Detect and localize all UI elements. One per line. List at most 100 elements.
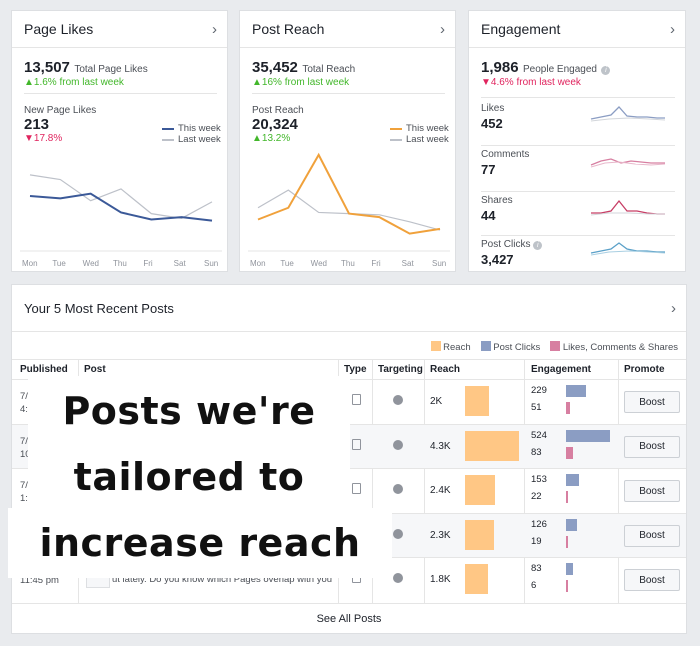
post-clicks-value: 229	[531, 385, 547, 396]
legend-swatch-this-week	[162, 127, 174, 130]
post-reach-header[interactable]: Post Reach ›	[240, 11, 455, 48]
page-likes-title: Page Likes	[24, 21, 94, 37]
legend-last-week: Last week	[406, 134, 449, 145]
reach-trend: ▲16% from last week	[252, 77, 350, 88]
post-reach-sub-trend: ▲13.2%	[252, 133, 291, 144]
post-clicks-label: Post Clicks	[481, 239, 531, 250]
day-label: Fri	[371, 259, 381, 268]
post-clicks-bar	[566, 563, 574, 576]
day-label: Thu	[341, 259, 355, 268]
page-likes-card: Page Likes › 13,507 Total Page Likes ▲1.…	[11, 10, 228, 272]
lcs-bar	[566, 580, 568, 593]
day-label: Sat	[401, 259, 414, 268]
boost-button[interactable]: Boost	[624, 480, 680, 503]
info-icon[interactable]: i	[533, 241, 543, 250]
post-reach-chart	[248, 152, 450, 252]
legend-swatch-last-week	[390, 138, 402, 141]
lcs-bar	[566, 535, 568, 548]
shares-value: 44	[481, 208, 496, 223]
boost-button[interactable]: Boost	[624, 435, 680, 458]
reach-value: 2K	[430, 396, 443, 407]
legend-this-week: This week	[406, 123, 449, 134]
reach-value: 4.3K	[430, 440, 451, 452]
reach-value: 2.4K	[430, 485, 451, 497]
shares-sparkline	[590, 199, 665, 216]
series-line-last-week	[29, 174, 213, 219]
chevron-right-icon[interactable]: ›	[212, 20, 217, 38]
reach-value: 2.3K	[430, 529, 451, 541]
overlay-line-1: Posts we're	[28, 376, 350, 446]
day-label: Wed	[310, 259, 327, 268]
engagement-card: Engagement › 1,986 People Engaged i ▼4.6…	[468, 10, 686, 272]
legend-swatch-this-week	[390, 127, 402, 130]
engagement-comments-row: Comments 77	[481, 149, 529, 177]
comments-label: Comments	[481, 149, 530, 160]
legend-last-week: Last week	[178, 134, 221, 145]
globe-icon	[393, 573, 403, 584]
reach-bar	[465, 430, 519, 461]
total-page-likes-value: 13,507	[24, 59, 70, 76]
engagement-shares-row: Shares 44	[481, 195, 513, 223]
column-divider	[618, 359, 619, 603]
page-likes-header[interactable]: Page Likes ›	[12, 11, 227, 48]
page-likes-chart	[20, 174, 222, 252]
see-all-posts-link[interactable]: See All Posts	[12, 603, 686, 634]
post-clicks-value: 524	[531, 429, 547, 441]
post-reach-card: Post Reach › 35,452 Total Reach ▲16% fro…	[239, 10, 456, 272]
info-icon[interactable]: i	[601, 66, 611, 75]
chevron-right-icon[interactable]: ›	[671, 299, 676, 317]
type-icon	[352, 483, 361, 495]
boost-button[interactable]: Boost	[624, 524, 680, 547]
total-reach-value: 35,452	[252, 59, 298, 76]
series-line-last-week	[257, 189, 441, 231]
column-header-targeting[interactable]: Targeting	[378, 364, 423, 375]
lcs-value: 22	[531, 491, 542, 503]
day-label: Tue	[52, 259, 66, 268]
lcs-bar	[566, 491, 569, 504]
reach-bar	[465, 475, 495, 506]
post-reach-sub-value: 20,324	[252, 116, 298, 133]
legend-lcs: Likes, Comments & Shares	[562, 342, 678, 353]
column-header-reach[interactable]: Reach	[430, 364, 461, 375]
page-likes-legend: This week Last week	[162, 123, 221, 145]
column-divider	[524, 359, 525, 603]
post-clicks-value: 126	[531, 518, 547, 530]
table-row[interactable]: 7/4: 2K 229 51 Boost	[12, 379, 686, 424]
lcs-value: 51	[531, 402, 542, 413]
boost-button[interactable]: Boost	[624, 569, 680, 592]
engagement-header[interactable]: Engagement ›	[469, 11, 685, 48]
comments-sparkline	[590, 158, 666, 168]
boost-button[interactable]: Boost	[624, 391, 680, 413]
day-label: Thu	[113, 259, 127, 268]
recent-posts-header[interactable]: Your 5 Most Recent Posts ›	[12, 285, 686, 332]
column-header-engagement[interactable]: Engagement	[531, 364, 592, 375]
shares-label: Shares	[481, 195, 513, 206]
post-reach-sub-label: Post Reach	[252, 105, 304, 116]
likes-label: Likes	[481, 103, 505, 114]
post-text[interactable]: ut lately. Do you know which Pages overl…	[112, 574, 333, 586]
post-clicks-value: 153	[531, 474, 547, 486]
chevron-right-icon[interactable]: ›	[440, 20, 445, 38]
lcs-swatch	[550, 341, 561, 351]
chevron-right-icon[interactable]: ›	[670, 20, 675, 38]
column-header-post[interactable]: Post	[84, 364, 106, 375]
day-label: Mon	[250, 259, 266, 268]
lcs-bar	[566, 446, 574, 459]
reach-bar	[465, 386, 490, 416]
posts-legend: Reach Post Clicks Likes, Comments & Shar…	[430, 341, 678, 353]
lcs-bar	[566, 402, 571, 414]
column-header-promote[interactable]: Promote	[624, 364, 665, 375]
new-page-likes-label: New Page Likes	[24, 105, 97, 116]
post-reach-title: Post Reach	[252, 21, 325, 37]
type-icon	[352, 394, 361, 405]
new-page-likes-trend: ▼17.8%	[24, 133, 63, 144]
column-header-type[interactable]: Type	[344, 364, 367, 375]
column-header-published[interactable]: Published	[20, 364, 68, 375]
post-clicks-bar	[566, 518, 577, 531]
lcs-value: 83	[531, 446, 542, 458]
engagement-likes-row: Likes 452	[481, 103, 504, 131]
post-clicks-value: 3,427	[481, 252, 514, 267]
engagement-post-clicks-row: Post Clicks i 3,427	[481, 239, 543, 267]
overlay-line-2: tailored to	[28, 444, 350, 510]
total-reach-label: Total Reach	[302, 64, 356, 75]
